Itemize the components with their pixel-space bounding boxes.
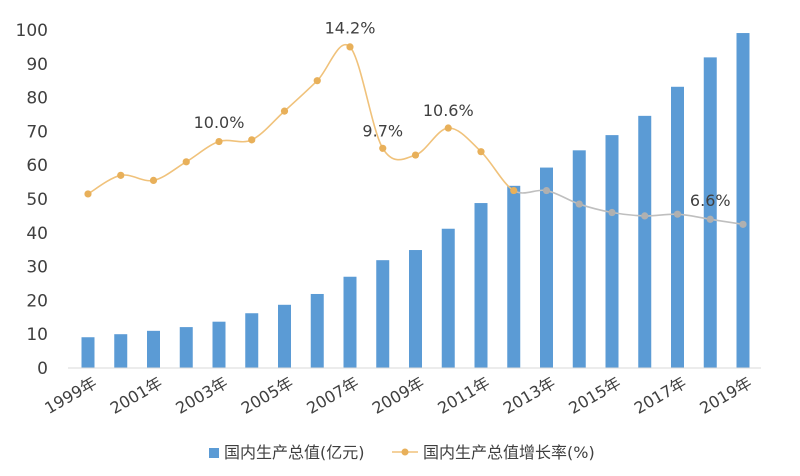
gdp-bar [540,167,553,368]
gdp-bar [703,57,717,369]
x-axis: 1999年 2001年 2003年 2005年 2007年 2009年 2011年 2013年… [41,367,761,418]
x-tick-label: 2017年 [631,373,690,418]
growth-point [117,171,125,179]
gdp-bar [278,304,291,368]
y-tick-label: 30 [26,258,48,278]
legend-line-marker [401,448,409,456]
x-tick-label: 2011年 [434,373,493,418]
legend: 国内生产总值(亿元) 国内生产总值增长率(%) [209,443,595,462]
y-tick-label: 80 [26,89,48,109]
y-tick-label: 50 [26,190,48,210]
data-annotations: 10.0% 14.2% 9.7% 10.6% 6.6% [194,18,731,209]
growth-point [248,136,256,144]
x-tick-label: 2003年 [172,373,231,418]
growth-point [215,137,223,146]
growth-point [411,151,420,159]
x-tick-label: 2007年 [303,373,362,418]
gdp-bar [212,321,226,368]
growth-line-early [87,43,515,195]
growth-point [706,215,714,223]
growth-point [84,190,92,198]
gdp-bar [245,313,259,368]
growth-point [444,124,452,132]
gdp-bar [507,185,521,368]
y-tick-label: 0 [37,359,48,379]
y-tick-label: 20 [26,291,48,311]
x-tick-label: 2015年 [565,373,624,418]
legend-line-label: 国内生产总值增长率(%) [423,443,595,462]
gdp-bar [441,228,455,368]
gdp-bar [114,334,128,368]
x-tick-label: 2013年 [500,373,559,418]
legend-bar-swatch [209,448,219,458]
y-tick-label: 90 [26,55,48,75]
legend-bar-label: 国内生产总值(亿元) [224,443,365,462]
growth-annotation: 9.7% [362,121,403,140]
y-tick-label: 40 [26,224,48,244]
growth-point [739,220,747,228]
growth-point [346,43,354,51]
growth-point [608,208,616,217]
y-tick-label: 70 [26,122,48,142]
y-tick-label: 100 [16,21,48,41]
growth-annotation: 6.6% [690,191,731,210]
growth-point [182,158,190,166]
growth-line-series [84,43,747,228]
growth-annotation: 14.2% [325,18,376,37]
growth-point [313,77,321,85]
y-tick-label: 60 [26,156,48,176]
x-tick-label: 2009年 [369,373,428,418]
gdp-bar [81,337,95,368]
y-tick-label: 10 [26,325,48,345]
gdp-bar [671,86,684,368]
growth-point [510,186,518,195]
gdp-bar [343,276,357,368]
bar-series [81,33,750,369]
gdp-bar [376,260,390,368]
x-tick-label: 2019年 [696,373,755,418]
growth-annotation: 10.6% [423,101,474,120]
gdp-bar [409,250,422,368]
growth-point [575,200,583,208]
growth-point [641,212,649,220]
growth-point [280,107,289,115]
growth-annotation: 10.0% [194,113,245,132]
x-tick-label: 2005年 [238,373,297,418]
gdp-bar [638,115,652,369]
growth-point [477,148,485,156]
gdp-bar [310,293,324,368]
growth-point [542,186,551,195]
gdp-bar [572,150,586,368]
growth-point [149,176,158,185]
gdp-bar [147,330,160,368]
gdp-bar [474,203,488,368]
x-tick-label: 1999年 [41,373,100,418]
growth-point [673,210,682,218]
y-axis: 0 10 20 30 40 50 60 70 80 90 100 [16,21,48,379]
gdp-bar [605,135,619,368]
gdp-bar [736,33,750,369]
gdp-bar [179,327,193,368]
growth-point [379,144,387,152]
x-tick-label: 2001年 [107,373,166,418]
